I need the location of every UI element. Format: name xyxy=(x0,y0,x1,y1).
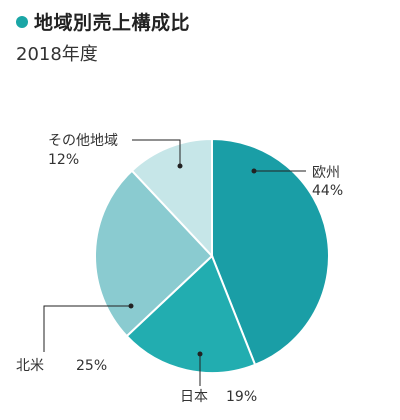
slice-value-japan: 19% xyxy=(226,389,257,405)
chart-subtitle: 2018年度 xyxy=(16,44,98,65)
title-row: 地域別売上構成比 xyxy=(16,8,190,35)
leader-lines xyxy=(43,139,306,386)
slice-value-europe: 44% xyxy=(312,183,343,199)
leader-north-america xyxy=(43,305,131,352)
chart-title: 地域別売上構成比 xyxy=(34,12,191,34)
slice-value-other: 12% xyxy=(48,152,79,168)
slice-label-japan: 日本 xyxy=(180,389,208,405)
slice-japan xyxy=(125,254,257,374)
slice-north-america xyxy=(94,169,214,338)
pie-slices xyxy=(94,137,330,374)
slice-label-other: その他地域 xyxy=(48,133,118,149)
leader-dot-north-america xyxy=(128,303,134,309)
slice-value-north-america: 25% xyxy=(76,358,107,374)
slice-label-europe: 欧州 xyxy=(312,165,340,181)
leader-dot-europe xyxy=(251,168,257,174)
leader-other xyxy=(132,139,181,166)
title-bullet-icon xyxy=(16,15,28,28)
slice-europe xyxy=(211,137,330,367)
slice-label-north-america: 北米 xyxy=(16,358,44,374)
slice-other xyxy=(130,137,213,259)
leader-dot-japan xyxy=(197,351,203,357)
leader-dot-other xyxy=(177,163,183,169)
